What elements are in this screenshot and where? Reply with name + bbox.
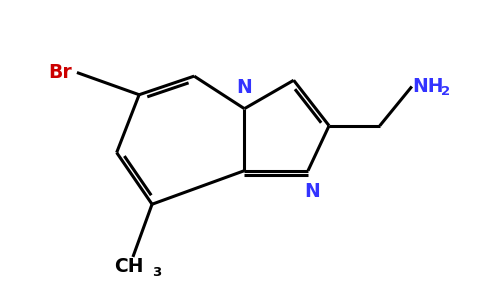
Text: N: N	[237, 78, 252, 97]
Text: CH: CH	[114, 257, 144, 276]
Text: 2: 2	[440, 85, 450, 98]
Text: Br: Br	[48, 63, 72, 82]
Text: 3: 3	[152, 266, 161, 279]
Text: N: N	[304, 182, 320, 201]
Text: NH: NH	[412, 77, 443, 96]
